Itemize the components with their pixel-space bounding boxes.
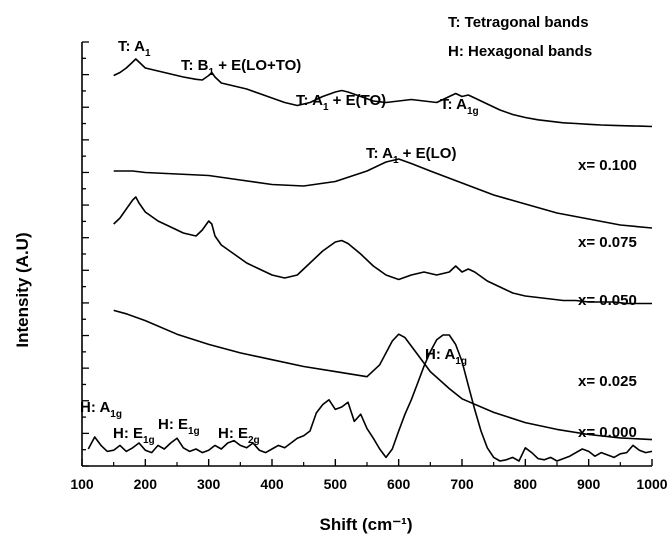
y-axis-title: Intensity (A.U) — [13, 232, 32, 347]
x-tick-label: 700 — [450, 476, 474, 492]
x-tick-label: 100 — [70, 476, 94, 492]
series-label-4: x= 0.025 — [578, 373, 637, 390]
peak-annotation: H: E1g — [158, 416, 200, 437]
series-line-2 — [113, 158, 653, 229]
peak-annotation: H: E1g — [113, 425, 155, 446]
series-line-3 — [113, 196, 652, 305]
peak-annotation: T: B1 + E(LO+TO) — [181, 57, 301, 78]
x-tick-label: 200 — [134, 476, 158, 492]
legend: T: Tetragonal bands H: Hexagonal bands — [448, 14, 592, 60]
series-label-3: x= 0.050 — [578, 292, 637, 309]
x-tick-label: 400 — [260, 476, 284, 492]
x-tick-label: 500 — [324, 476, 348, 492]
series-line-4 — [113, 309, 653, 441]
x-tick-label: 800 — [514, 476, 538, 492]
series-layer — [87, 58, 653, 462]
series-label-2: x= 0.075 — [578, 234, 637, 251]
peak-annotation: H: A1g — [80, 399, 122, 420]
x-tick-label: 300 — [197, 476, 221, 492]
series-line-5 — [87, 334, 653, 462]
x-tick-label: 900 — [577, 476, 601, 492]
series-label-5: x= 0.000 — [578, 424, 637, 441]
x-tick-label: 600 — [387, 476, 411, 492]
x-tick-label: 1000 — [636, 476, 667, 492]
series-label-1: x= 0.100 — [578, 157, 637, 174]
peak-annotation: T: A1g — [440, 96, 479, 117]
peak-annotation: H: E2g — [218, 425, 260, 446]
peak-annotation: H: A1g — [425, 346, 467, 367]
axes: 100 200 300 400 500 600 700 800 900 1000 — [70, 41, 668, 492]
legend-entry-tetragonal: T: Tetragonal bands — [448, 14, 589, 31]
x-axis-title: Shift (cm⁻¹) — [319, 515, 412, 534]
peak-annotation: T: A1 — [118, 38, 151, 59]
labels-layer: x= 0.100 x= 0.075 x= 0.050 x= 0.025 x= 0.000… — [80, 38, 637, 446]
legend-entry-hexagonal: H: Hexagonal bands — [448, 43, 592, 60]
peak-annotation: T: A1 + E(LO) — [366, 145, 456, 166]
series-line-1 — [113, 58, 653, 128]
peak-annotation: T: A1 + E(TO) — [296, 92, 386, 113]
